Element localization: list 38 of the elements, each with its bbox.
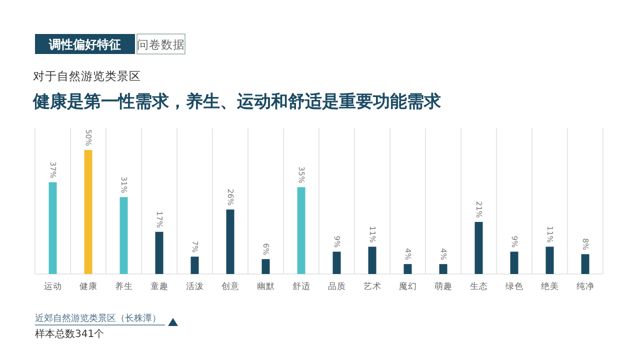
chart-title: 健康是第一性需求，养生、运动和舒适是重要功能需求 (32, 92, 442, 112)
x-tick-label: 舒适 (292, 281, 310, 292)
bar (262, 259, 270, 274)
bar (581, 254, 590, 274)
bar (226, 210, 234, 274)
x-tick-label: 运动 (44, 281, 62, 292)
bar (297, 187, 306, 274)
x-tick-label: 萌趣 (434, 281, 452, 292)
bar (474, 222, 483, 274)
x-tick-label: 创意 (221, 281, 240, 292)
bar (546, 246, 554, 274)
x-tick-label: 健康 (79, 281, 98, 292)
x-tick-label: 品质 (328, 281, 346, 292)
x-tick-label: 魔幻 (398, 281, 417, 292)
x-tick-label: 活泼 (186, 281, 204, 292)
text: 样本总数341个 (35, 328, 104, 340)
x-tick-label: 幽默 (256, 281, 275, 292)
x-tick-label: 绝美 (540, 281, 559, 292)
bar (190, 256, 199, 274)
bar (84, 150, 92, 274)
x-tick-label: 艺术 (363, 281, 382, 292)
bar (368, 246, 376, 274)
text: 近郊自然游览类景区（长株潭） (35, 313, 161, 324)
bar (332, 252, 341, 274)
x-tick-label: 养生 (114, 281, 133, 292)
x-tick-label: 绿色 (505, 281, 524, 292)
bar (48, 182, 57, 274)
text: 问卷数据 (137, 38, 185, 52)
bar (155, 232, 164, 274)
x-tick-label: 生态 (470, 281, 488, 292)
bar (404, 264, 412, 274)
bar (510, 252, 518, 274)
x-tick-label: 纯净 (576, 281, 594, 292)
bar (120, 197, 128, 274)
text: 调性偏好特征 (48, 38, 121, 52)
bar (439, 264, 448, 274)
chart-subtitle: 对于自然游览类景区 (33, 69, 141, 83)
x-tick-label: 童趣 (150, 281, 168, 292)
